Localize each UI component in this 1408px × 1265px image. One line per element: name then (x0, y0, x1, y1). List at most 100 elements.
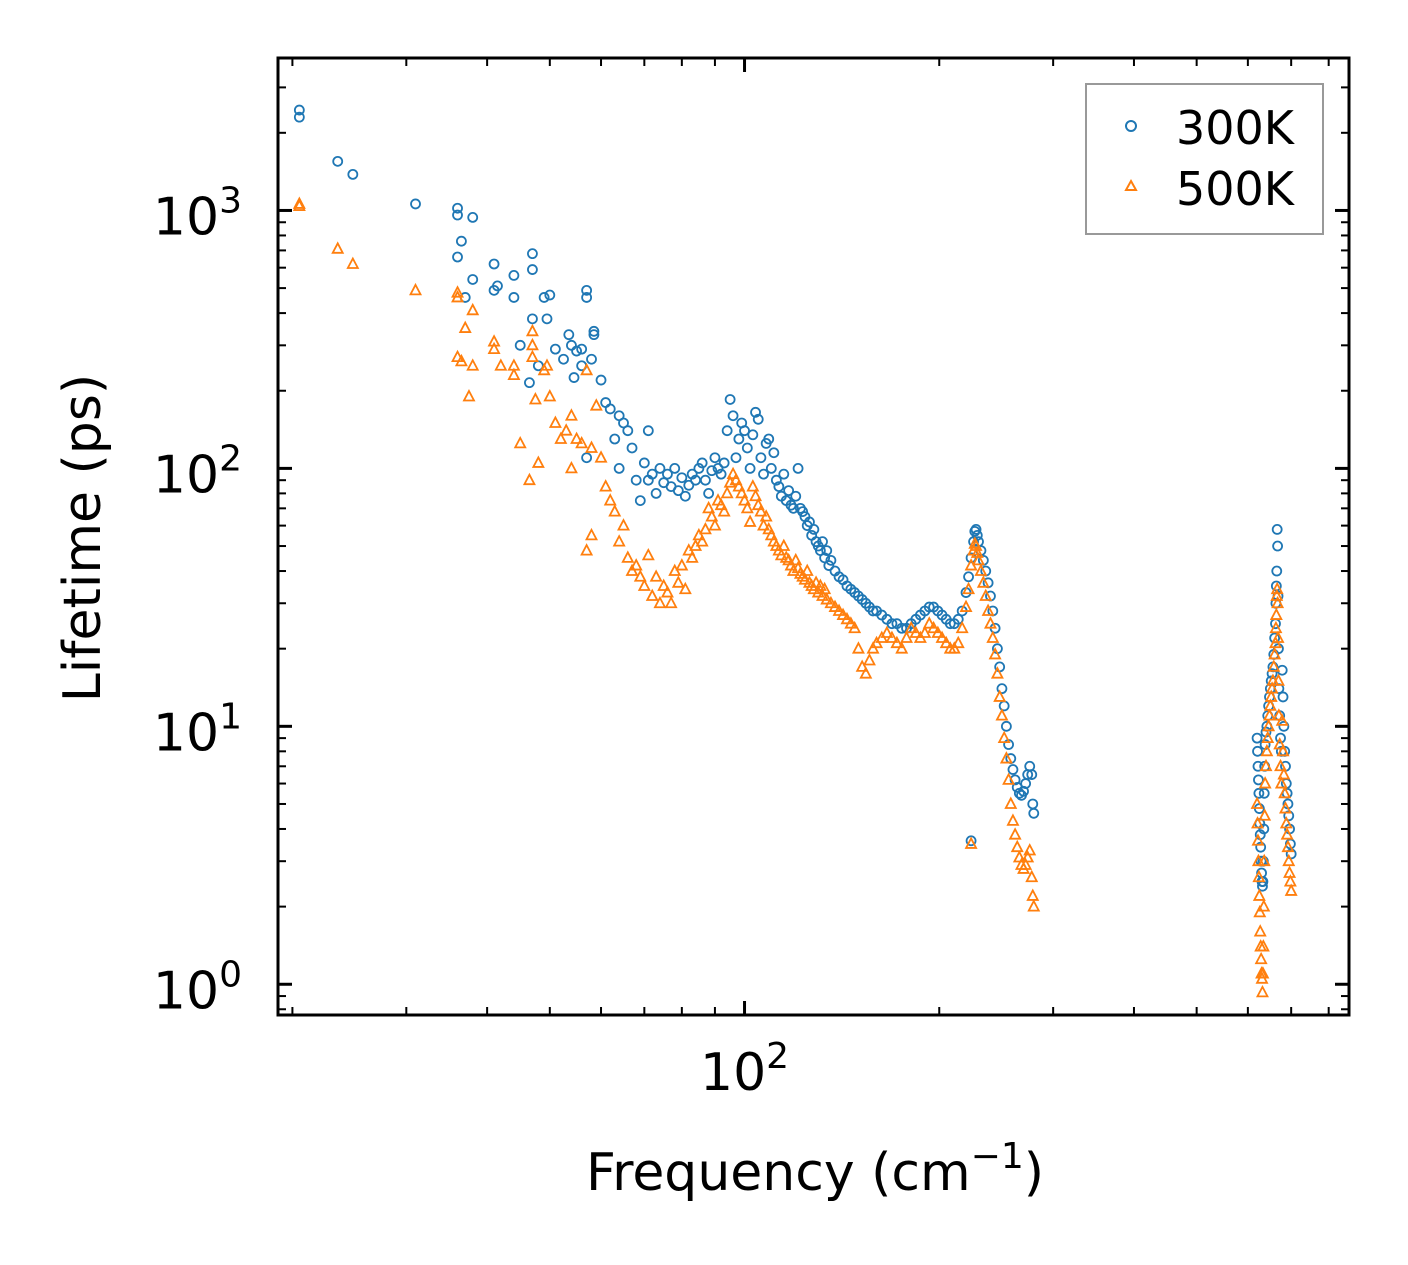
data-point-500k (621, 550, 635, 563)
data-point-500k (554, 431, 568, 444)
data-point-500k (543, 389, 557, 402)
data-point-500k (451, 285, 465, 298)
data-point-500k (726, 466, 740, 480)
data-point-500k (840, 611, 854, 625)
data-point-500k (816, 588, 830, 601)
data-point-300k (410, 198, 421, 210)
data-point-300k (792, 462, 804, 474)
data-point-500k (1006, 813, 1020, 826)
data-point-500k (531, 455, 545, 468)
data-point-500k (1279, 816, 1293, 829)
data-point-300k (823, 560, 835, 571)
data-point-500k (959, 599, 973, 612)
data-point-300k (1271, 524, 1283, 535)
data-point-500k (1002, 772, 1016, 785)
data-point-500k (844, 616, 858, 629)
legend-box (1085, 83, 1324, 235)
data-point-500k (660, 585, 674, 598)
data-point-300k (1272, 540, 1284, 552)
data-point-500k (292, 196, 306, 209)
data-point-500k (1279, 801, 1292, 814)
data-point-500k (732, 479, 746, 492)
data-point-300k (706, 465, 718, 477)
data-point-500k (507, 367, 521, 380)
data-point-300k (1000, 720, 1012, 732)
data-point-500k (1253, 904, 1267, 918)
data-point-500k (1269, 620, 1283, 634)
data-point-500k (749, 488, 763, 502)
data-point-300k (733, 433, 745, 445)
data-point-500k (1026, 888, 1040, 901)
y-tick-label: 102 (153, 438, 242, 505)
data-point-500k (1269, 607, 1283, 620)
data-point-500k (1277, 767, 1291, 780)
data-point-300k (588, 329, 600, 341)
data-point-300k (452, 202, 463, 214)
data-point-300k (581, 452, 593, 464)
data-point-300k (1251, 732, 1263, 744)
data-point-500k (580, 543, 594, 556)
data-point-500k (1282, 853, 1296, 867)
y-tick-label-exp: 0 (219, 954, 242, 995)
data-point-500k (451, 290, 465, 303)
data-point-500k (779, 550, 793, 563)
data-point-300k (808, 524, 820, 535)
data-point-300k (581, 284, 593, 296)
data-point-500k (918, 625, 932, 638)
data-point-500k (331, 241, 345, 254)
data-point-500k (494, 358, 508, 371)
y-tick-label: 101 (153, 696, 242, 763)
data-point-500k (904, 620, 918, 634)
data-point-500k (931, 625, 945, 638)
data-point-300k (896, 622, 908, 634)
data-point-500k (1281, 839, 1295, 853)
data-point-300k (662, 468, 673, 480)
data-point-500k (972, 552, 986, 566)
data-point-500k (1025, 869, 1039, 883)
data-point-300k (718, 457, 730, 469)
data-point-300k (1253, 787, 1265, 799)
data-point-300k (724, 394, 736, 405)
data-point-500k (759, 509, 773, 522)
data-point-500k (848, 620, 862, 634)
x-axis-label-main: Frequency (cm (586, 1143, 971, 1203)
data-point-500k (1008, 827, 1022, 840)
data-point-500k (1258, 808, 1272, 821)
data-point-300k (527, 264, 538, 275)
data-point-500k (993, 689, 1007, 702)
data-point-300k (527, 248, 538, 260)
data-point-300k (778, 468, 790, 480)
data-point-300k (604, 403, 616, 415)
data-point-500k (564, 408, 578, 421)
data-point-300k (770, 474, 782, 486)
data-point-300k (544, 289, 556, 301)
data-point-500k (1251, 833, 1265, 846)
data-point-300k (576, 343, 588, 355)
data-point-500k (1280, 827, 1294, 840)
data-point-500k (705, 509, 719, 522)
data-point-300k (1277, 691, 1289, 703)
data-point-500k (702, 500, 716, 514)
data-point-500k (738, 493, 752, 506)
data-point-500k (1267, 659, 1281, 672)
data-point-500k (789, 552, 803, 566)
data-point-500k (746, 479, 760, 492)
data-point-300k (595, 374, 607, 386)
data-point-500k (564, 460, 578, 474)
data-point-300k (821, 545, 833, 557)
data-point-500k (698, 521, 712, 535)
data-point-500k (735, 485, 749, 499)
data-point-500k (692, 527, 706, 541)
data-point-500k (1263, 698, 1277, 711)
data-point-500k (1271, 673, 1285, 686)
data-point-300k (488, 258, 500, 270)
data-point-500k (1274, 776, 1288, 789)
data-point-500k (1268, 646, 1282, 660)
data-point-300k (1252, 745, 1263, 757)
data-point-500k (1252, 888, 1266, 901)
data-point-300k (634, 495, 646, 507)
data-point-500k (675, 558, 689, 571)
data-point-500k (786, 563, 800, 576)
data-point-500k (487, 334, 501, 347)
data-point-300k (622, 425, 634, 437)
